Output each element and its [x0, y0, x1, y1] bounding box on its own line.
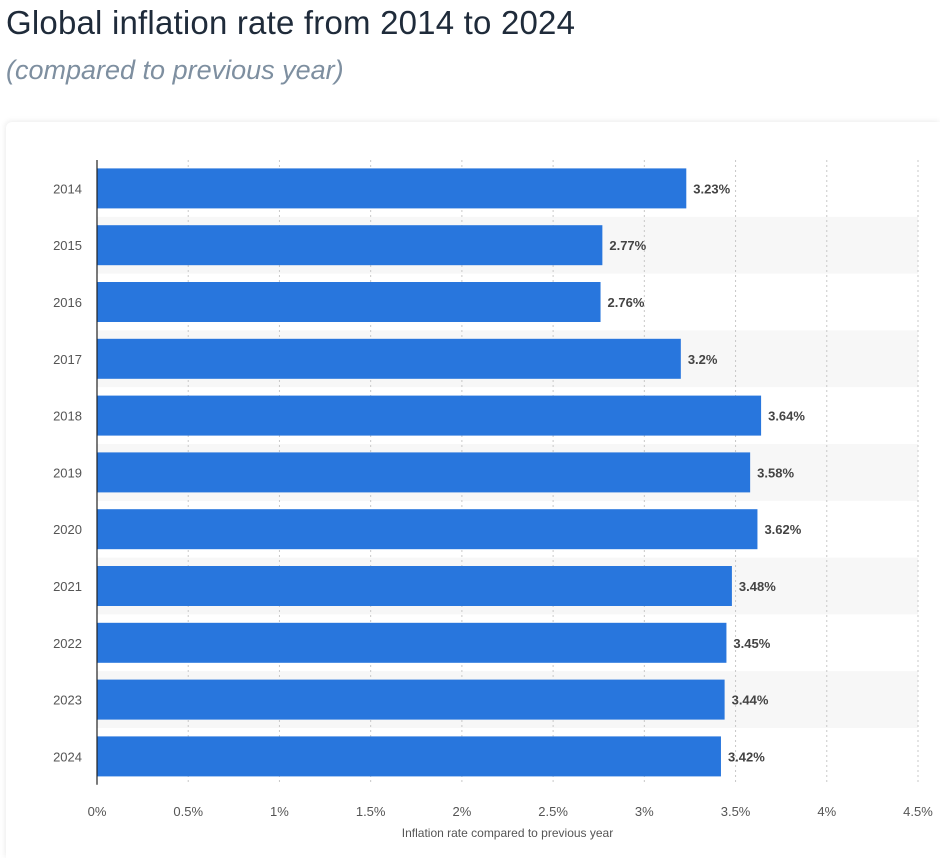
- x-tick-label: 2%: [452, 804, 471, 819]
- x-tick-label: 0%: [88, 804, 107, 819]
- value-label: 3.58%: [757, 465, 794, 480]
- y-tick-label: 2019: [53, 465, 82, 480]
- x-tick-label: 1%: [270, 804, 289, 819]
- bar-2018: [97, 395, 762, 436]
- bar-2016: [97, 282, 601, 322]
- y-tick-label: 2018: [53, 409, 82, 424]
- y-axis-labels: 2014 2015 2016 2017 2018 2019 2020 2021 2022 2023…: [53, 181, 82, 764]
- y-tick-label: 2016: [53, 295, 82, 310]
- x-tick-label: 3.5%: [721, 804, 751, 819]
- value-label: 3.2%: [688, 352, 718, 367]
- bar-2014: [97, 168, 687, 209]
- x-tick-label: 0.5%: [173, 804, 203, 819]
- x-tick-label: 3%: [635, 804, 654, 819]
- value-labels: 3.23% 2.77% 2.76% 3.2% 3.64% 3.58% 3.62% 3.48% 3…: [608, 181, 806, 764]
- value-label: 3.48%: [739, 579, 776, 594]
- x-tick-label: 2.5%: [538, 804, 568, 819]
- x-tick-label: 1.5%: [356, 804, 386, 819]
- y-tick-label: 2022: [53, 636, 82, 651]
- chart-card: 3.23% 2.77% 2.76% 3.2% 3.64% 3.58% 3.62% 3.48% 3…: [6, 122, 940, 858]
- bar-2021: [97, 566, 732, 606]
- y-tick-label: 2014: [53, 181, 82, 196]
- x-axis-labels: 0% 0.5% 1% 1.5% 2% 2.5% 3% 3.5% 4% 4.5%: [88, 804, 934, 819]
- bar-chart: 3.23% 2.77% 2.76% 3.2% 3.64% 3.58% 3.62% 3.48% 3…: [53, 160, 934, 840]
- y-tick-label: 2017: [53, 352, 82, 367]
- y-tick-label: 2024: [53, 749, 82, 764]
- y-tick-label: 2021: [53, 579, 82, 594]
- bar-2019: [97, 452, 751, 493]
- bar-2017: [97, 338, 681, 379]
- value-label: 3.23%: [693, 181, 730, 196]
- bar-2024: [97, 736, 721, 777]
- value-label: 3.45%: [733, 636, 770, 651]
- bar-2020: [97, 509, 758, 550]
- chart-title: Global inflation rate from 2014 to 2024: [6, 4, 576, 41]
- y-tick-label: 2023: [53, 693, 82, 708]
- value-label: 2.77%: [609, 238, 646, 253]
- x-tick-label: 4%: [817, 804, 836, 819]
- value-label: 2.76%: [608, 295, 645, 310]
- x-axis-title: Inflation rate compared to previous year: [402, 826, 613, 840]
- value-label: 3.42%: [728, 749, 765, 764]
- bar-2022: [97, 622, 727, 663]
- bar-2023: [97, 679, 725, 720]
- bars: [97, 168, 762, 777]
- value-label: 3.62%: [764, 522, 801, 537]
- y-tick-label: 2015: [53, 238, 82, 253]
- bar-2015: [97, 225, 603, 266]
- y-tick-label: 2020: [53, 522, 82, 537]
- chart-subtitle: (compared to previous year): [6, 55, 344, 85]
- x-tick-label: 4.5%: [903, 804, 933, 819]
- value-label: 3.64%: [768, 409, 805, 424]
- value-label: 3.44%: [732, 693, 769, 708]
